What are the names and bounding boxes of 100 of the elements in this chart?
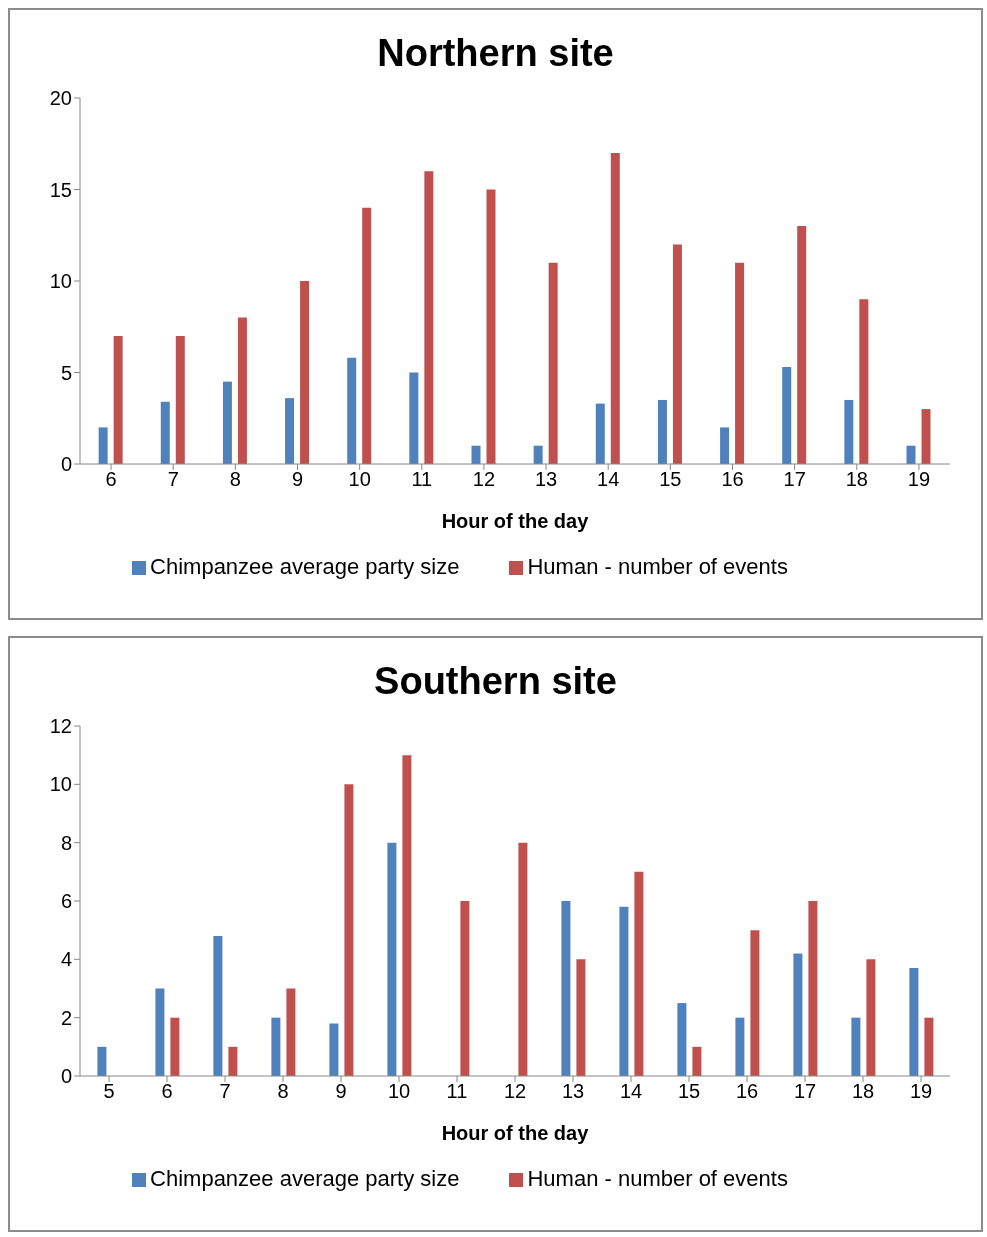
bar [808, 901, 818, 1076]
bar [909, 968, 919, 1076]
x-tick-label: 10 [387, 1080, 411, 1103]
bar [619, 906, 629, 1076]
bar [844, 399, 854, 464]
bar [866, 959, 876, 1076]
x-tick-label: 7 [167, 468, 179, 491]
bar [409, 372, 419, 464]
bar [300, 281, 310, 464]
legend-label: Chimpanzee average party size [150, 554, 460, 579]
bar [213, 936, 223, 1076]
bar [222, 381, 232, 464]
bar [924, 1017, 934, 1076]
x-tick-label: 7 [219, 1080, 231, 1103]
bar [387, 842, 397, 1076]
bar [634, 871, 644, 1076]
legend-label: Human - number of events [527, 1166, 788, 1191]
y-tick-label: 12 [49, 715, 72, 738]
bar [906, 445, 916, 464]
x-tick-label: 9 [335, 1080, 347, 1103]
x-tick-label: 8 [229, 468, 241, 491]
bar [859, 299, 869, 464]
bar [782, 367, 792, 464]
legend-label: Chimpanzee average party size [150, 1166, 460, 1191]
bar [362, 207, 372, 464]
x-tick-label: 9 [291, 468, 304, 491]
x-tick-label: 15 [659, 468, 682, 491]
x-tick-label: 17 [793, 1080, 817, 1103]
bar [160, 401, 170, 464]
x-tick-label: 6 [161, 1080, 173, 1103]
x-tick-label: 10 [348, 468, 371, 491]
bar [595, 403, 605, 464]
y-tick-label: 20 [49, 87, 72, 110]
bar [750, 930, 760, 1076]
bar [548, 262, 558, 464]
bar [471, 445, 481, 464]
x-tick-label: 16 [721, 468, 744, 491]
bar [672, 244, 682, 464]
x-tick-label: 11 [446, 1080, 468, 1103]
y-tick-label: 10 [49, 270, 72, 293]
x-tick-label: 18 [845, 468, 868, 491]
chart-title: Northern site [376, 32, 615, 76]
y-tick-label: 6 [60, 890, 72, 913]
bar [486, 189, 496, 464]
bar [228, 1046, 238, 1076]
bar [460, 901, 470, 1076]
y-tick-label: 2 [60, 1006, 72, 1029]
chart-title: Southern site [373, 660, 618, 704]
y-tick-label: 0 [60, 1065, 72, 1088]
x-tick-label: 11 [411, 468, 433, 491]
bar [720, 427, 730, 464]
bar [735, 262, 745, 464]
x-tick-label: 12 [503, 1080, 527, 1103]
bar [347, 357, 357, 464]
bar [851, 1017, 861, 1076]
bar [533, 445, 543, 464]
bar [677, 1003, 687, 1076]
x-tick-label: 17 [783, 468, 806, 491]
bar [561, 901, 571, 1076]
bar [329, 1023, 339, 1076]
bar [735, 1017, 745, 1076]
x-tick-label: 15 [677, 1080, 701, 1103]
x-tick-label: 13 [561, 1080, 585, 1103]
y-tick-label: 10 [49, 773, 72, 796]
x-axis-title: Hour of the day [441, 1122, 590, 1145]
x-tick-label: 14 [597, 468, 620, 491]
bar [657, 399, 667, 464]
bar [286, 988, 296, 1076]
bar [237, 317, 247, 464]
bar [424, 171, 434, 464]
bar [921, 409, 931, 464]
x-tick-label: 14 [619, 1080, 643, 1103]
x-tick-label: 13 [534, 468, 558, 491]
bar [610, 152, 620, 464]
x-tick-label: 12 [472, 468, 496, 491]
bar [98, 427, 108, 464]
x-tick-label: 16 [735, 1080, 759, 1103]
x-tick-label: 6 [105, 468, 117, 491]
bar [155, 988, 165, 1076]
x-tick-label: 18 [851, 1080, 875, 1103]
bar [518, 842, 528, 1076]
y-tick-label: 5 [60, 361, 72, 384]
bar [797, 226, 807, 464]
y-tick-label: 4 [60, 948, 72, 971]
bar [113, 335, 123, 464]
bar [692, 1046, 702, 1076]
bar [175, 335, 185, 464]
x-axis-title: Hour of the day [441, 510, 590, 533]
x-tick-label: 8 [277, 1080, 289, 1103]
y-tick-label: 8 [60, 831, 72, 854]
y-tick-label: 15 [49, 178, 72, 201]
x-tick-label: 19 [909, 1080, 933, 1103]
bar [285, 398, 295, 464]
bar [344, 784, 354, 1076]
bar [271, 1017, 281, 1076]
bar [793, 953, 803, 1076]
legend-label: Human - number of events [527, 554, 788, 579]
bar [402, 755, 412, 1076]
bar [576, 959, 586, 1076]
x-tick-label: 5 [103, 1080, 115, 1103]
